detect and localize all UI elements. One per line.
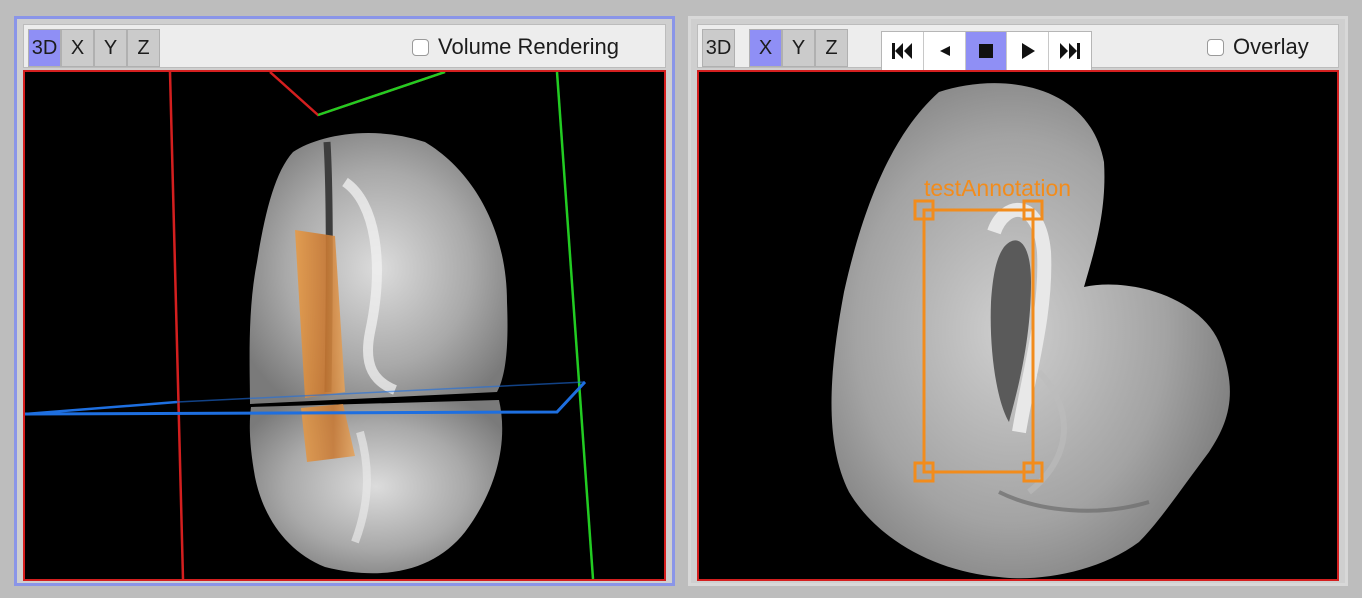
skip-first-icon	[892, 43, 913, 59]
volume-rendering-label: Volume Rendering	[438, 34, 620, 59]
skip-last-button[interactable]	[1049, 32, 1091, 70]
view-y-button[interactable]: Y	[782, 29, 815, 67]
overlay-checkbox[interactable]	[1207, 38, 1224, 56]
brain-lower-slice	[249, 400, 503, 574]
annotation-rectangle[interactable]	[922, 208, 1035, 474]
volume-rendering-checkbox[interactable]	[412, 38, 429, 56]
right-view-panel: 3D X Y Z	[688, 16, 1348, 586]
view-3d-button[interactable]: 3D	[28, 29, 61, 67]
brain-white-matter	[341, 177, 398, 395]
3d-scene	[25, 72, 595, 579]
view-z-button[interactable]: Z	[815, 29, 848, 67]
view-x-button[interactable]: X	[61, 29, 94, 67]
view-3d-button[interactable]: 3D	[702, 29, 735, 67]
annotation-handle-top-right[interactable]	[1022, 199, 1044, 221]
annotation-box-3d-upper	[295, 230, 345, 398]
annotation-label[interactable]: testAnnotation	[924, 175, 1072, 201]
view-x-button[interactable]: X	[749, 29, 782, 67]
play-icon	[1021, 43, 1035, 59]
brainstem-edge	[1027, 369, 1067, 495]
axis-blue-line	[25, 380, 587, 416]
brain-white-matter-lower	[351, 430, 371, 544]
x-slice-viewport[interactable]: testAnnotation	[697, 70, 1339, 581]
axis-blue-back	[25, 400, 178, 416]
view-z-button[interactable]: Z	[127, 29, 160, 67]
annotation-handle-bottom-right[interactable]	[1022, 461, 1044, 483]
playback-controls	[881, 31, 1092, 71]
right-toolbar: 3D X Y Z	[697, 24, 1339, 71]
3d-viewport[interactable]	[23, 70, 666, 581]
overlay-toggle[interactable]: Overlay	[1207, 33, 1309, 61]
ventricle	[990, 240, 1031, 422]
x-slice-scene	[831, 83, 1230, 579]
left-toolbar: 3D X Y Z Volume Rendering	[23, 24, 666, 68]
stop-button[interactable]	[965, 32, 1008, 70]
annotation-handle-bottom-left[interactable]	[913, 461, 935, 483]
brain-sagittal-slice	[831, 83, 1230, 579]
skip-first-button[interactable]	[882, 32, 924, 70]
cerebellum-fold	[998, 490, 1150, 513]
axis-red-corner	[269, 72, 446, 117]
step-back-button[interactable]	[923, 32, 966, 70]
overlay-label: Overlay	[1233, 34, 1309, 59]
volume-rendering-toggle[interactable]: Volume Rendering	[412, 33, 619, 61]
axis-blue-far	[176, 381, 586, 403]
step-back-icon	[940, 46, 951, 56]
skip-last-icon	[1060, 43, 1081, 59]
corpus-callosum	[987, 203, 1052, 434]
annotation-box-3d-lower	[301, 404, 355, 462]
axis-red-line	[168, 72, 185, 579]
axis-green-line	[555, 72, 595, 579]
stop-icon	[978, 44, 993, 58]
axis-green-top	[317, 72, 446, 117]
view-y-button[interactable]: Y	[94, 29, 127, 67]
left-view-panel: 3D X Y Z Volume Rendering	[14, 16, 675, 586]
play-button[interactable]	[1007, 32, 1050, 70]
annotation-handle-top-left[interactable]	[913, 199, 935, 221]
